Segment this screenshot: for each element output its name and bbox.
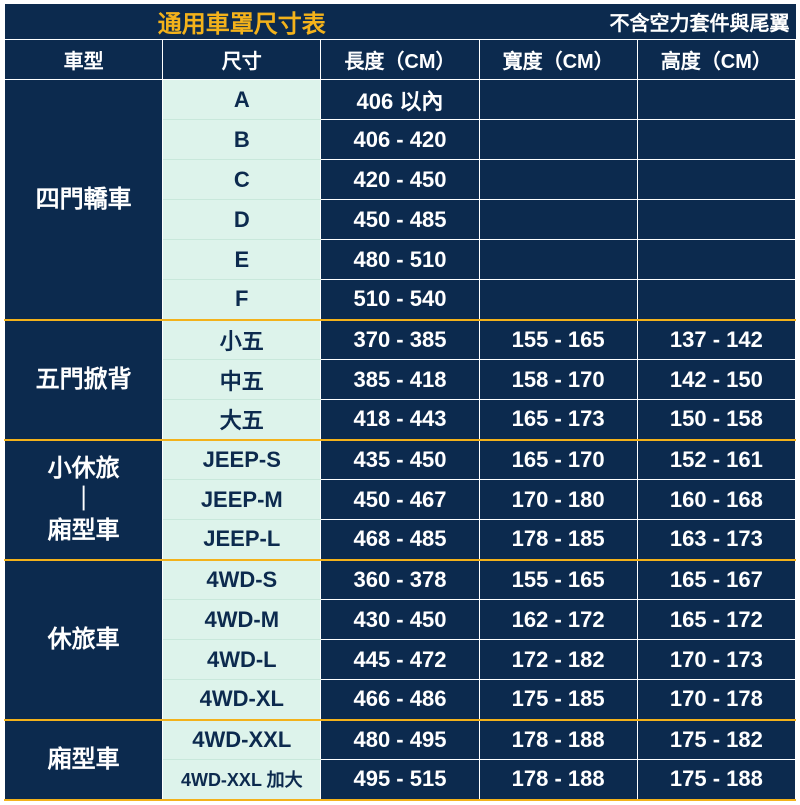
table-row: 休旅車4WD-S360 - 378155 - 165165 - 167 <box>5 560 796 600</box>
category-cell: 廂型車 <box>5 720 163 800</box>
value-cell <box>637 200 795 240</box>
table-row: 五門掀背小五370 - 385155 - 165137 - 142 <box>5 320 796 360</box>
value-cell <box>479 200 637 240</box>
value-cell: 466 - 486 <box>321 680 479 720</box>
value-cell: 150 - 158 <box>637 400 795 440</box>
size-cell: 4WD-XL <box>163 680 321 720</box>
table-title: 通用車罩尺寸表 <box>5 4 480 40</box>
value-cell: 445 - 472 <box>321 640 479 680</box>
value-cell: 158 - 170 <box>479 360 637 400</box>
value-cell: 420 - 450 <box>321 160 479 200</box>
value-cell: 406 - 420 <box>321 120 479 160</box>
size-cell: A <box>163 80 321 120</box>
value-cell: 510 - 540 <box>321 280 479 320</box>
value-cell: 162 - 172 <box>479 600 637 640</box>
value-cell: 178 - 188 <box>479 760 637 800</box>
value-cell: 163 - 173 <box>637 520 795 560</box>
value-cell <box>637 80 795 120</box>
value-cell: 170 - 178 <box>637 680 795 720</box>
value-cell: 385 - 418 <box>321 360 479 400</box>
value-cell: 370 - 385 <box>321 320 479 360</box>
value-cell: 170 - 180 <box>479 480 637 520</box>
value-cell: 152 - 161 <box>637 440 795 480</box>
header-row: 車型尺寸長度（CM）寬度（CM）高度（CM） <box>5 40 796 80</box>
value-cell <box>637 240 795 280</box>
value-cell: 142 - 150 <box>637 360 795 400</box>
value-cell: 468 - 485 <box>321 520 479 560</box>
value-cell: 480 - 495 <box>321 720 479 760</box>
table-row: 廂型車4WD-XXL480 - 495178 - 188175 - 182 <box>5 720 796 760</box>
size-cell: 4WD-XXL <box>163 720 321 760</box>
size-cell: B <box>163 120 321 160</box>
size-cell: JEEP-L <box>163 520 321 560</box>
value-cell <box>637 160 795 200</box>
size-cell: 4WD-L <box>163 640 321 680</box>
size-cell: 中五 <box>163 360 321 400</box>
value-cell: 406 以內 <box>321 80 479 120</box>
value-cell: 172 - 182 <box>479 640 637 680</box>
size-chart-table: 通用車罩尺寸表不含空力套件與尾翼車型尺寸長度（CM）寬度（CM）高度（CM）四門… <box>4 4 796 801</box>
value-cell: 165 - 172 <box>637 600 795 640</box>
size-cell: JEEP-M <box>163 480 321 520</box>
category-cell: 休旅車 <box>5 560 163 720</box>
table-row: 小休旅 ｜ 廂型車JEEP-S435 - 450165 - 170152 - 1… <box>5 440 796 480</box>
value-cell: 450 - 467 <box>321 480 479 520</box>
size-cell: 4WD-XXL 加大 <box>163 760 321 800</box>
table-note: 不含空力套件與尾翼 <box>479 4 795 40</box>
col-header-4: 高度（CM） <box>637 40 795 80</box>
value-cell: 178 - 185 <box>479 520 637 560</box>
size-cell: F <box>163 280 321 320</box>
value-cell: 495 - 515 <box>321 760 479 800</box>
value-cell <box>479 120 637 160</box>
value-cell: 175 - 185 <box>479 680 637 720</box>
value-cell <box>479 160 637 200</box>
size-cell: E <box>163 240 321 280</box>
size-cell: C <box>163 160 321 200</box>
col-header-3: 寬度（CM） <box>479 40 637 80</box>
category-cell: 四門轎車 <box>5 80 163 320</box>
value-cell <box>637 120 795 160</box>
title-row: 通用車罩尺寸表不含空力套件與尾翼 <box>5 4 796 40</box>
size-chart-wrapper: 通用車罩尺寸表不含空力套件與尾翼車型尺寸長度（CM）寬度（CM）高度（CM）四門… <box>0 0 800 805</box>
value-cell: 155 - 165 <box>479 560 637 600</box>
value-cell: 480 - 510 <box>321 240 479 280</box>
col-header-1: 尺寸 <box>163 40 321 80</box>
col-header-0: 車型 <box>5 40 163 80</box>
table-row: 四門轎車A406 以內 <box>5 80 796 120</box>
size-cell: 4WD-S <box>163 560 321 600</box>
value-cell: 175 - 182 <box>637 720 795 760</box>
value-cell <box>479 80 637 120</box>
col-header-2: 長度（CM） <box>321 40 479 80</box>
size-cell: 大五 <box>163 400 321 440</box>
value-cell: 450 - 485 <box>321 200 479 240</box>
value-cell: 170 - 173 <box>637 640 795 680</box>
value-cell: 175 - 188 <box>637 760 795 800</box>
value-cell: 418 - 443 <box>321 400 479 440</box>
value-cell: 435 - 450 <box>321 440 479 480</box>
category-cell: 小休旅 ｜ 廂型車 <box>5 440 163 560</box>
value-cell: 137 - 142 <box>637 320 795 360</box>
value-cell <box>637 280 795 320</box>
value-cell: 160 - 168 <box>637 480 795 520</box>
value-cell: 155 - 165 <box>479 320 637 360</box>
size-cell: 4WD-M <box>163 600 321 640</box>
value-cell: 165 - 170 <box>479 440 637 480</box>
value-cell: 165 - 173 <box>479 400 637 440</box>
value-cell: 430 - 450 <box>321 600 479 640</box>
value-cell: 178 - 188 <box>479 720 637 760</box>
size-cell: JEEP-S <box>163 440 321 480</box>
category-cell: 五門掀背 <box>5 320 163 440</box>
value-cell: 360 - 378 <box>321 560 479 600</box>
size-cell: D <box>163 200 321 240</box>
size-cell: 小五 <box>163 320 321 360</box>
value-cell: 165 - 167 <box>637 560 795 600</box>
value-cell <box>479 280 637 320</box>
value-cell <box>479 240 637 280</box>
